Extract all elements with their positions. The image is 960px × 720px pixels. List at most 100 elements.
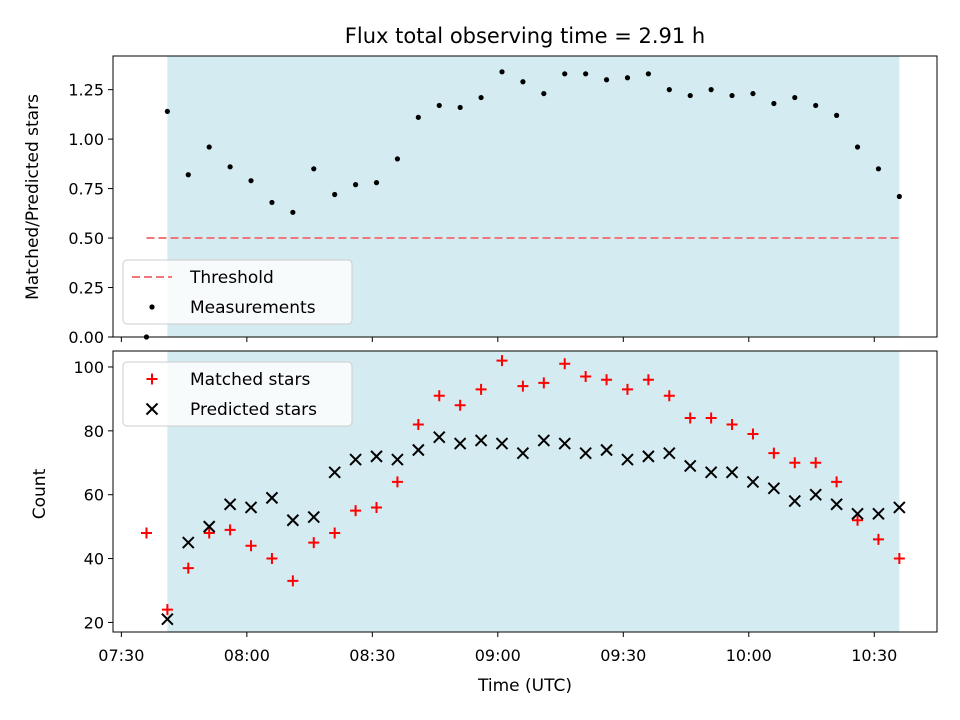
measurement-point [290, 209, 296, 215]
matched-stars-point [852, 514, 864, 526]
matched-stars-point [747, 428, 759, 440]
measurement-point [666, 87, 672, 93]
top-y-tick-label: 1.00 [68, 130, 104, 149]
legend-box [122, 361, 353, 427]
top-y-axis-label: Matched/Predicted stars [23, 94, 43, 300]
measurement-point [164, 108, 170, 115]
predicted-stars-point [265, 491, 279, 505]
matched-stars-point [329, 527, 341, 539]
predicted-stars-point [725, 466, 739, 479]
matched-stars-point [580, 371, 592, 383]
measurement-point [457, 104, 463, 111]
bottom-plot-frame [112, 350, 938, 633]
matched-stars-point [391, 476, 403, 488]
legend-box [122, 259, 353, 325]
matched-stars-point [245, 540, 257, 552]
predicted-stars-point [684, 459, 697, 473]
top-panel: Flux total observing time = 2.91 h 0.00 0… [23, 24, 938, 347]
matched-stars-point [475, 383, 487, 395]
chart-title: Flux total observing time = 2.91 h [345, 24, 705, 48]
predicted-stars-point [474, 434, 488, 447]
matched-stars-point [872, 533, 884, 545]
top-y-tick-label: 0.00 [68, 328, 104, 347]
predicted-stars-point [349, 453, 362, 466]
legend-entry-label: Predicted stars [190, 400, 317, 420]
measurement-point [248, 178, 254, 184]
measurement-point [227, 164, 233, 170]
x-tick-label: 09:00 [475, 646, 521, 665]
predicted-stars-point [788, 494, 801, 508]
predicted-stars-point [370, 450, 383, 463]
bottom-y-tick-label: 100 [73, 358, 104, 377]
top-y-tick-label: 0.75 [68, 180, 104, 199]
predicted-stars-point [161, 613, 174, 626]
bottom-panel: 20 40 60 80 100 07:30 08:00 08:30 09:00 09:30 10:… [30, 350, 938, 696]
matched-stars-point [140, 527, 152, 539]
matched-stars-point [433, 390, 445, 402]
matched-stars-point [893, 553, 905, 565]
measurement-point [499, 69, 505, 75]
predicted-stars-point [328, 466, 341, 479]
measurement-point [896, 193, 902, 200]
top-legend: Threshold Measurements [122, 259, 353, 325]
bottom-y-axis-label: Count [30, 468, 50, 519]
predicted-stars-point [495, 437, 509, 450]
matched-stars-point [705, 412, 717, 424]
bottom-y-axis: 20 40 60 80 100 [73, 358, 113, 632]
legend-entry-label: Measurements [190, 298, 316, 318]
measurement-point [562, 71, 568, 77]
predicted-stars-point [830, 498, 843, 511]
measurement-point [645, 71, 651, 77]
measurement-point [206, 144, 212, 150]
measurement-point [792, 94, 798, 101]
legend-predicted-swatch [145, 402, 159, 416]
predicted-stars-point [223, 498, 237, 511]
predicted-stars-point [244, 501, 258, 514]
top-plot-frame [112, 55, 938, 338]
predicted-stars-point [202, 520, 216, 533]
predicted-stars-point [851, 507, 864, 521]
measurement-point [541, 90, 547, 97]
matched-stars-point [684, 412, 696, 424]
matched-stars-point [726, 418, 738, 430]
matched-stars-point [621, 383, 633, 395]
matched-stars-point [559, 358, 571, 370]
matched-stars-point [789, 457, 801, 469]
measurement-point [185, 172, 191, 178]
bottom-y-tick-label: 40 [84, 550, 104, 569]
top-y-tick-label: 0.50 [68, 229, 104, 248]
predicted-stars-point [286, 514, 300, 527]
predicted-stars-point [558, 437, 571, 450]
measurement-point [520, 79, 526, 85]
bottom-x-axis: 07:30 08:00 08:30 09:00 09:30 10:00 10:30 [98, 632, 897, 665]
matched-stars-point [182, 562, 194, 574]
legend-entry-label: Threshold [189, 268, 274, 288]
measurement-point [875, 166, 882, 172]
predicted-stars-point [872, 507, 885, 521]
legend-measurement-swatch [149, 304, 155, 310]
bottom-series-layer [140, 355, 906, 626]
predicted-stars-point [704, 466, 718, 479]
bottom-legend: Matched stars Predicted stars [122, 361, 353, 427]
measurement-point [436, 102, 442, 109]
measurement-point [750, 90, 756, 97]
predicted-stars-point [579, 446, 592, 460]
matched-stars-point [663, 390, 675, 402]
x-tick-label: 07:30 [98, 646, 144, 665]
matched-stars-point [203, 527, 215, 539]
top-y-axis: 0.00 0.25 0.50 0.75 1.00 1.25 [68, 81, 113, 347]
bottom-y-tick-label: 80 [84, 422, 104, 441]
measurement-point [415, 114, 421, 120]
legend-matched-swatch [146, 373, 158, 385]
x-tick-label: 10:00 [726, 646, 772, 665]
measurement-point [352, 182, 359, 188]
predicted-stars-point [809, 488, 822, 501]
predicted-stars-point [516, 446, 530, 460]
matched-stars-point [538, 377, 550, 389]
matched-stars-point [412, 418, 424, 430]
predicted-stars-point [600, 443, 613, 457]
matched-stars-point [642, 374, 654, 386]
measurement-point [311, 166, 317, 172]
predicted-stars-point [893, 501, 906, 514]
matched-stars-point [308, 537, 320, 549]
